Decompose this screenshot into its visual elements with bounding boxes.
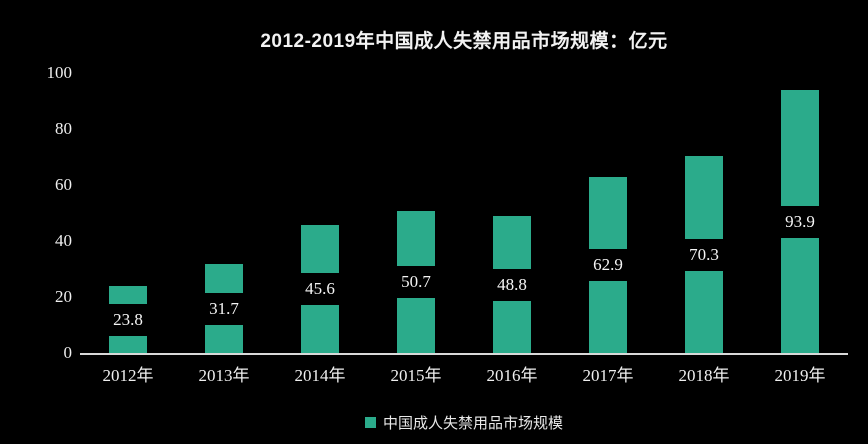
x-axis-tick-label: 2014年 — [294, 366, 346, 385]
y-axis-tick-label: 80 — [55, 119, 72, 138]
bar-value-band: 93.9 — [775, 205, 825, 238]
bar-value-band: 31.7 — [199, 292, 249, 325]
bar-value-band: 50.7 — [391, 266, 441, 299]
legend: 中国成人失禁用品市场规模 — [80, 412, 848, 433]
bar-value-band: 45.6 — [295, 273, 345, 306]
x-axis-tick-label: 2016年 — [486, 366, 538, 385]
bar-value-band: 62.9 — [583, 248, 633, 281]
bar-value-band: 23.8 — [103, 303, 153, 336]
bar: 31.7 — [199, 264, 249, 353]
y-axis-tick-label: 0 — [63, 343, 73, 362]
bar-value-label: 31.7 — [209, 298, 239, 318]
plot-area: 0 20 40 60 80 100 23.8 31.7 45.6 50.7 48.8 62.9 70.3… — [47, 63, 848, 385]
chart-title: 2012-2019年中国成人失禁用品市场规模：亿元 — [260, 31, 668, 52]
legend-label: 中国成人失禁用品市场规模 — [382, 415, 563, 432]
x-axis-tick-label: 2015年 — [390, 366, 442, 385]
bar-value-label: 93.9 — [785, 211, 815, 231]
bar: 62.9 — [583, 176, 633, 353]
bar: 93.9 — [775, 90, 825, 353]
bar-value-band: 48.8 — [487, 268, 537, 301]
bar-value-band: 70.3 — [679, 238, 729, 271]
x-axis-tick-label: 2012年 — [102, 366, 154, 385]
bar-value-label: 23.8 — [113, 309, 143, 329]
bar-value-label: 62.9 — [593, 254, 623, 274]
bar-value-label: 45.6 — [305, 279, 335, 299]
bar-value-label: 50.7 — [401, 272, 431, 292]
x-axis-tick-label: 2019年 — [774, 366, 826, 385]
y-axis-tick-label: 60 — [55, 175, 72, 194]
x-axis-tick-label: 2013年 — [198, 366, 250, 385]
bar: 50.7 — [391, 211, 441, 353]
bar: 70.3 — [679, 156, 729, 353]
bar-value-label: 70.3 — [689, 244, 719, 264]
x-axis-tick-label: 2018年 — [678, 366, 730, 385]
x-axis-tick-label: 2017年 — [582, 366, 634, 385]
legend-swatch-icon — [364, 417, 376, 428]
y-axis-tick-label: 40 — [55, 231, 72, 250]
bar: 23.8 — [103, 286, 153, 353]
bar-value-label: 48.8 — [497, 274, 527, 294]
bar: 48.8 — [487, 216, 537, 353]
x-axis-line — [80, 353, 848, 355]
y-axis-tick-label: 20 — [55, 287, 72, 306]
y-axis-tick-label: 100 — [46, 63, 73, 82]
bar: 45.6 — [295, 225, 345, 353]
